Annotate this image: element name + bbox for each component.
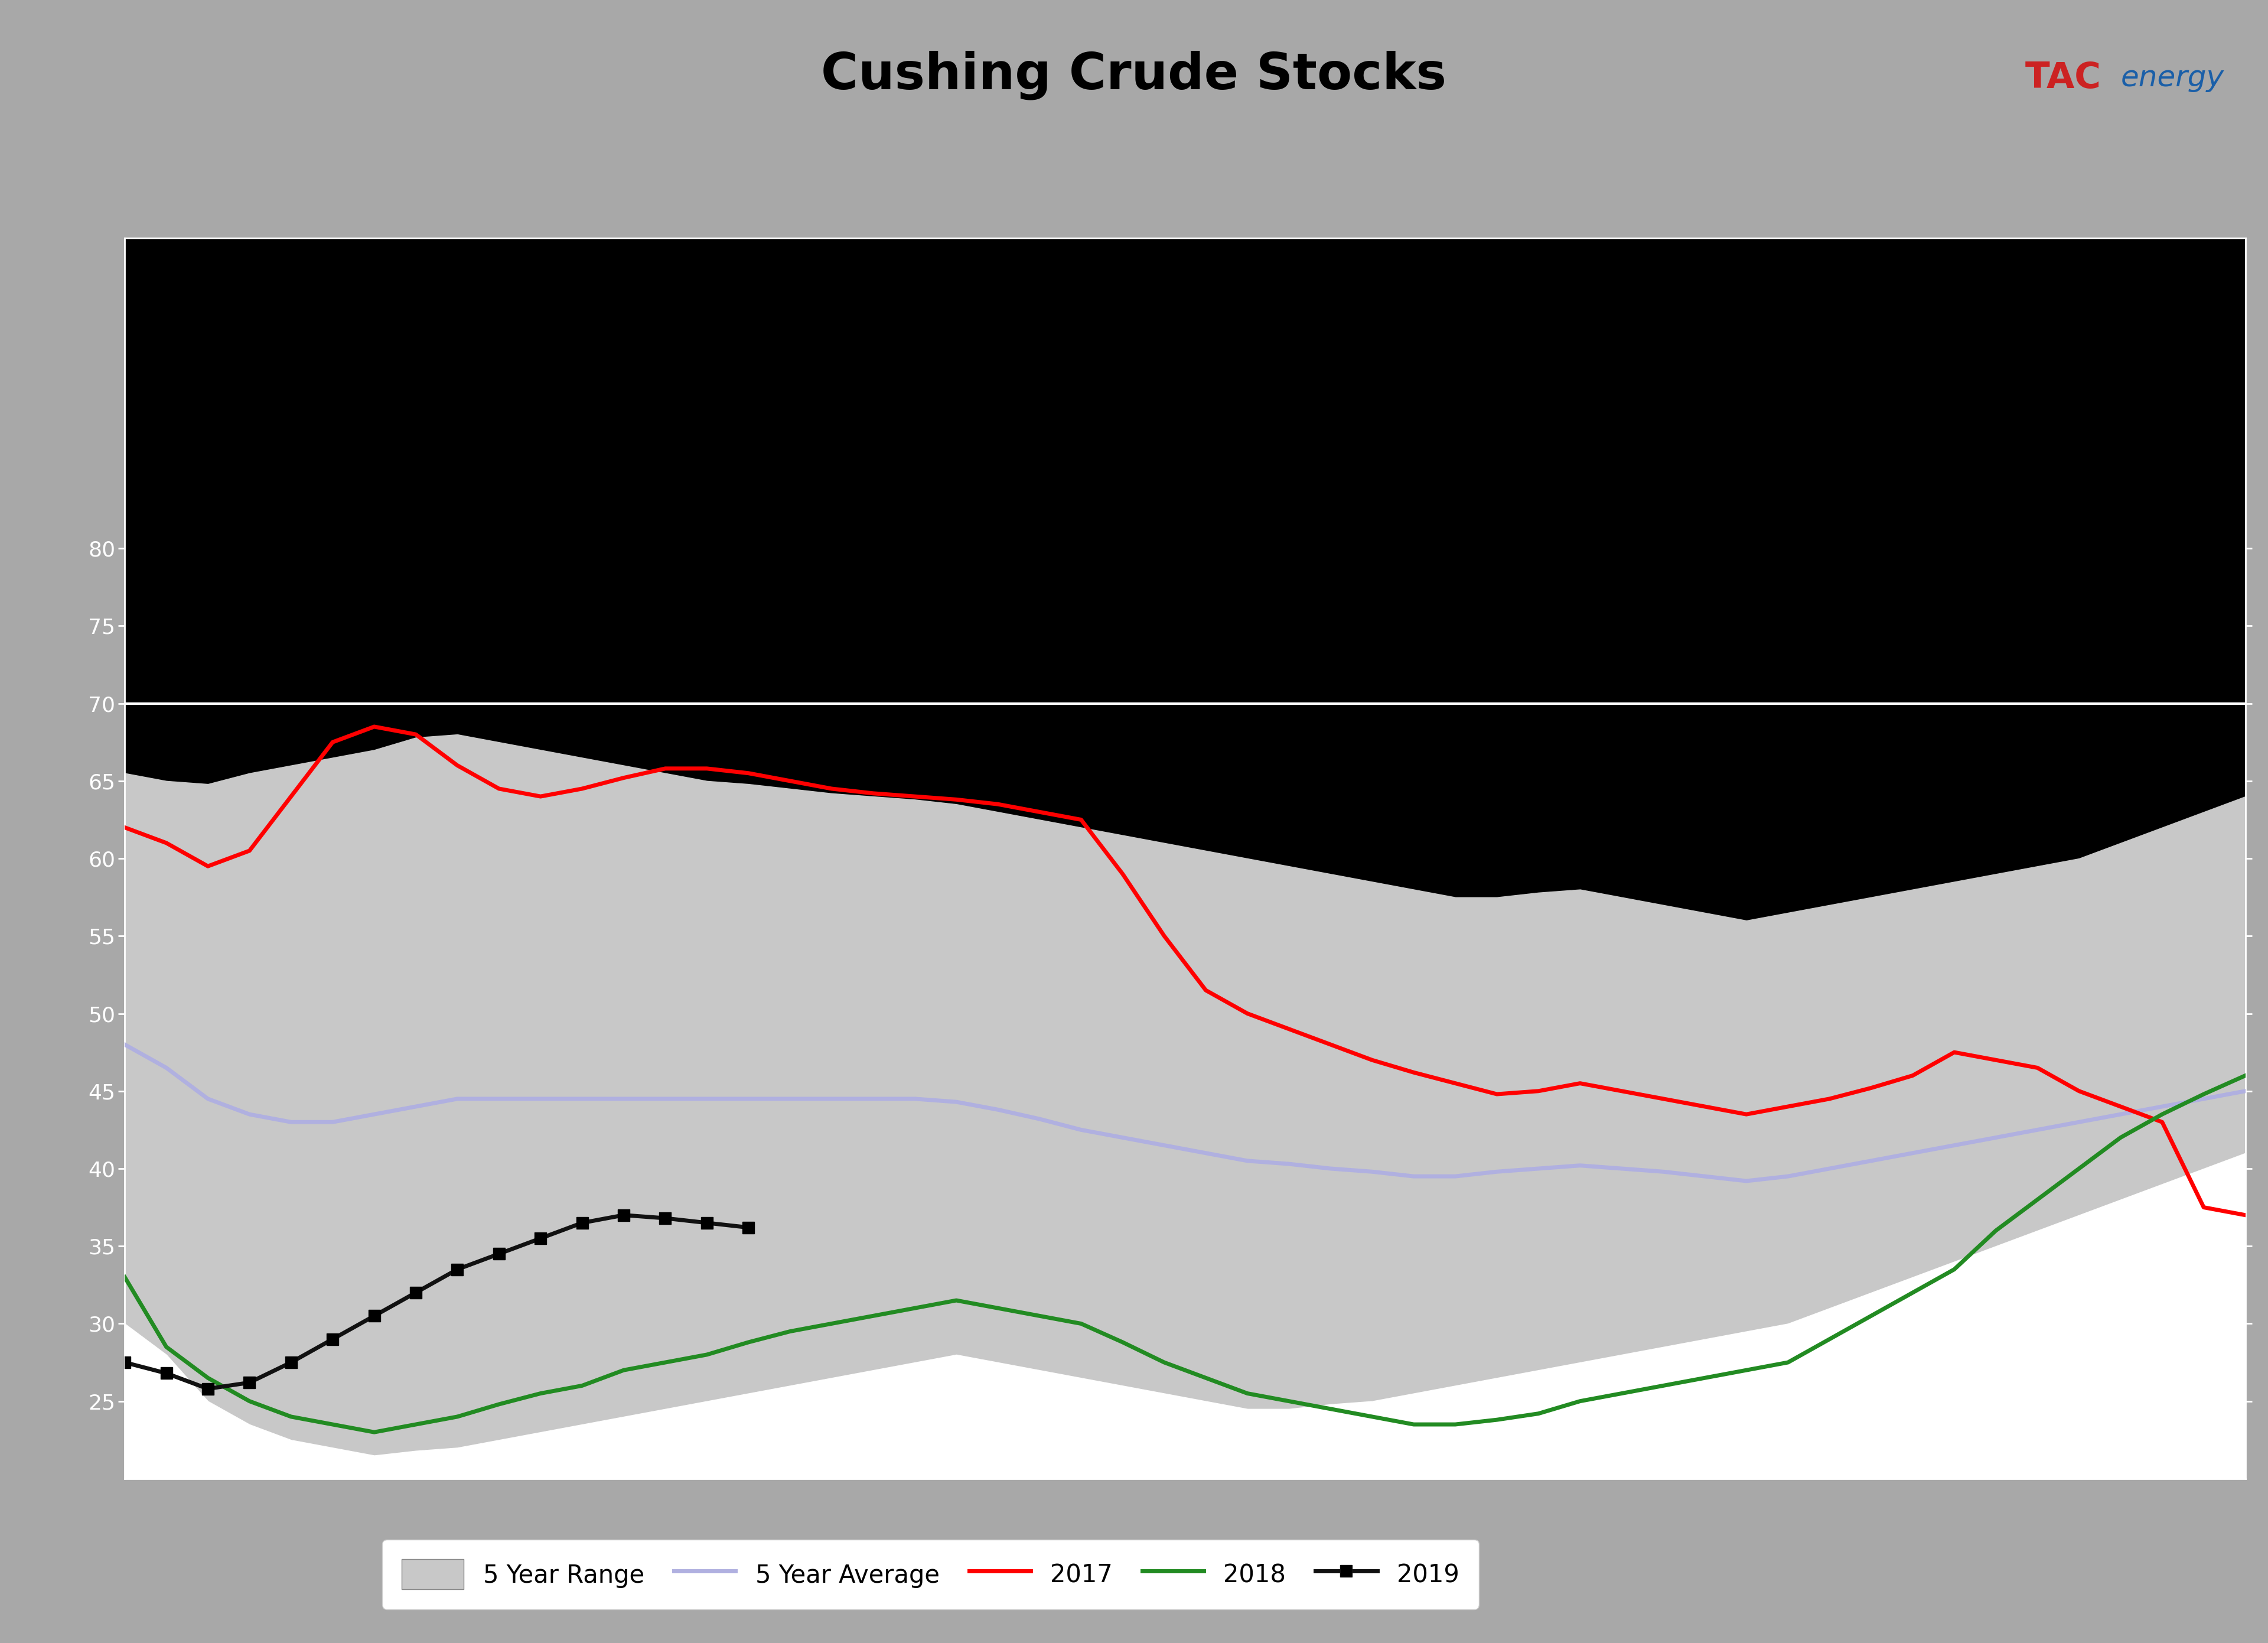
Text: energy: energy (2121, 64, 2225, 92)
Legend: 5 Year Range, 5 Year Average, 2017, 2018, 2019: 5 Year Range, 5 Year Average, 2017, 2018… (383, 1539, 1479, 1608)
Text: Cushing Crude Stocks: Cushing Crude Stocks (821, 51, 1447, 100)
Text: TAC: TAC (2025, 61, 2102, 95)
